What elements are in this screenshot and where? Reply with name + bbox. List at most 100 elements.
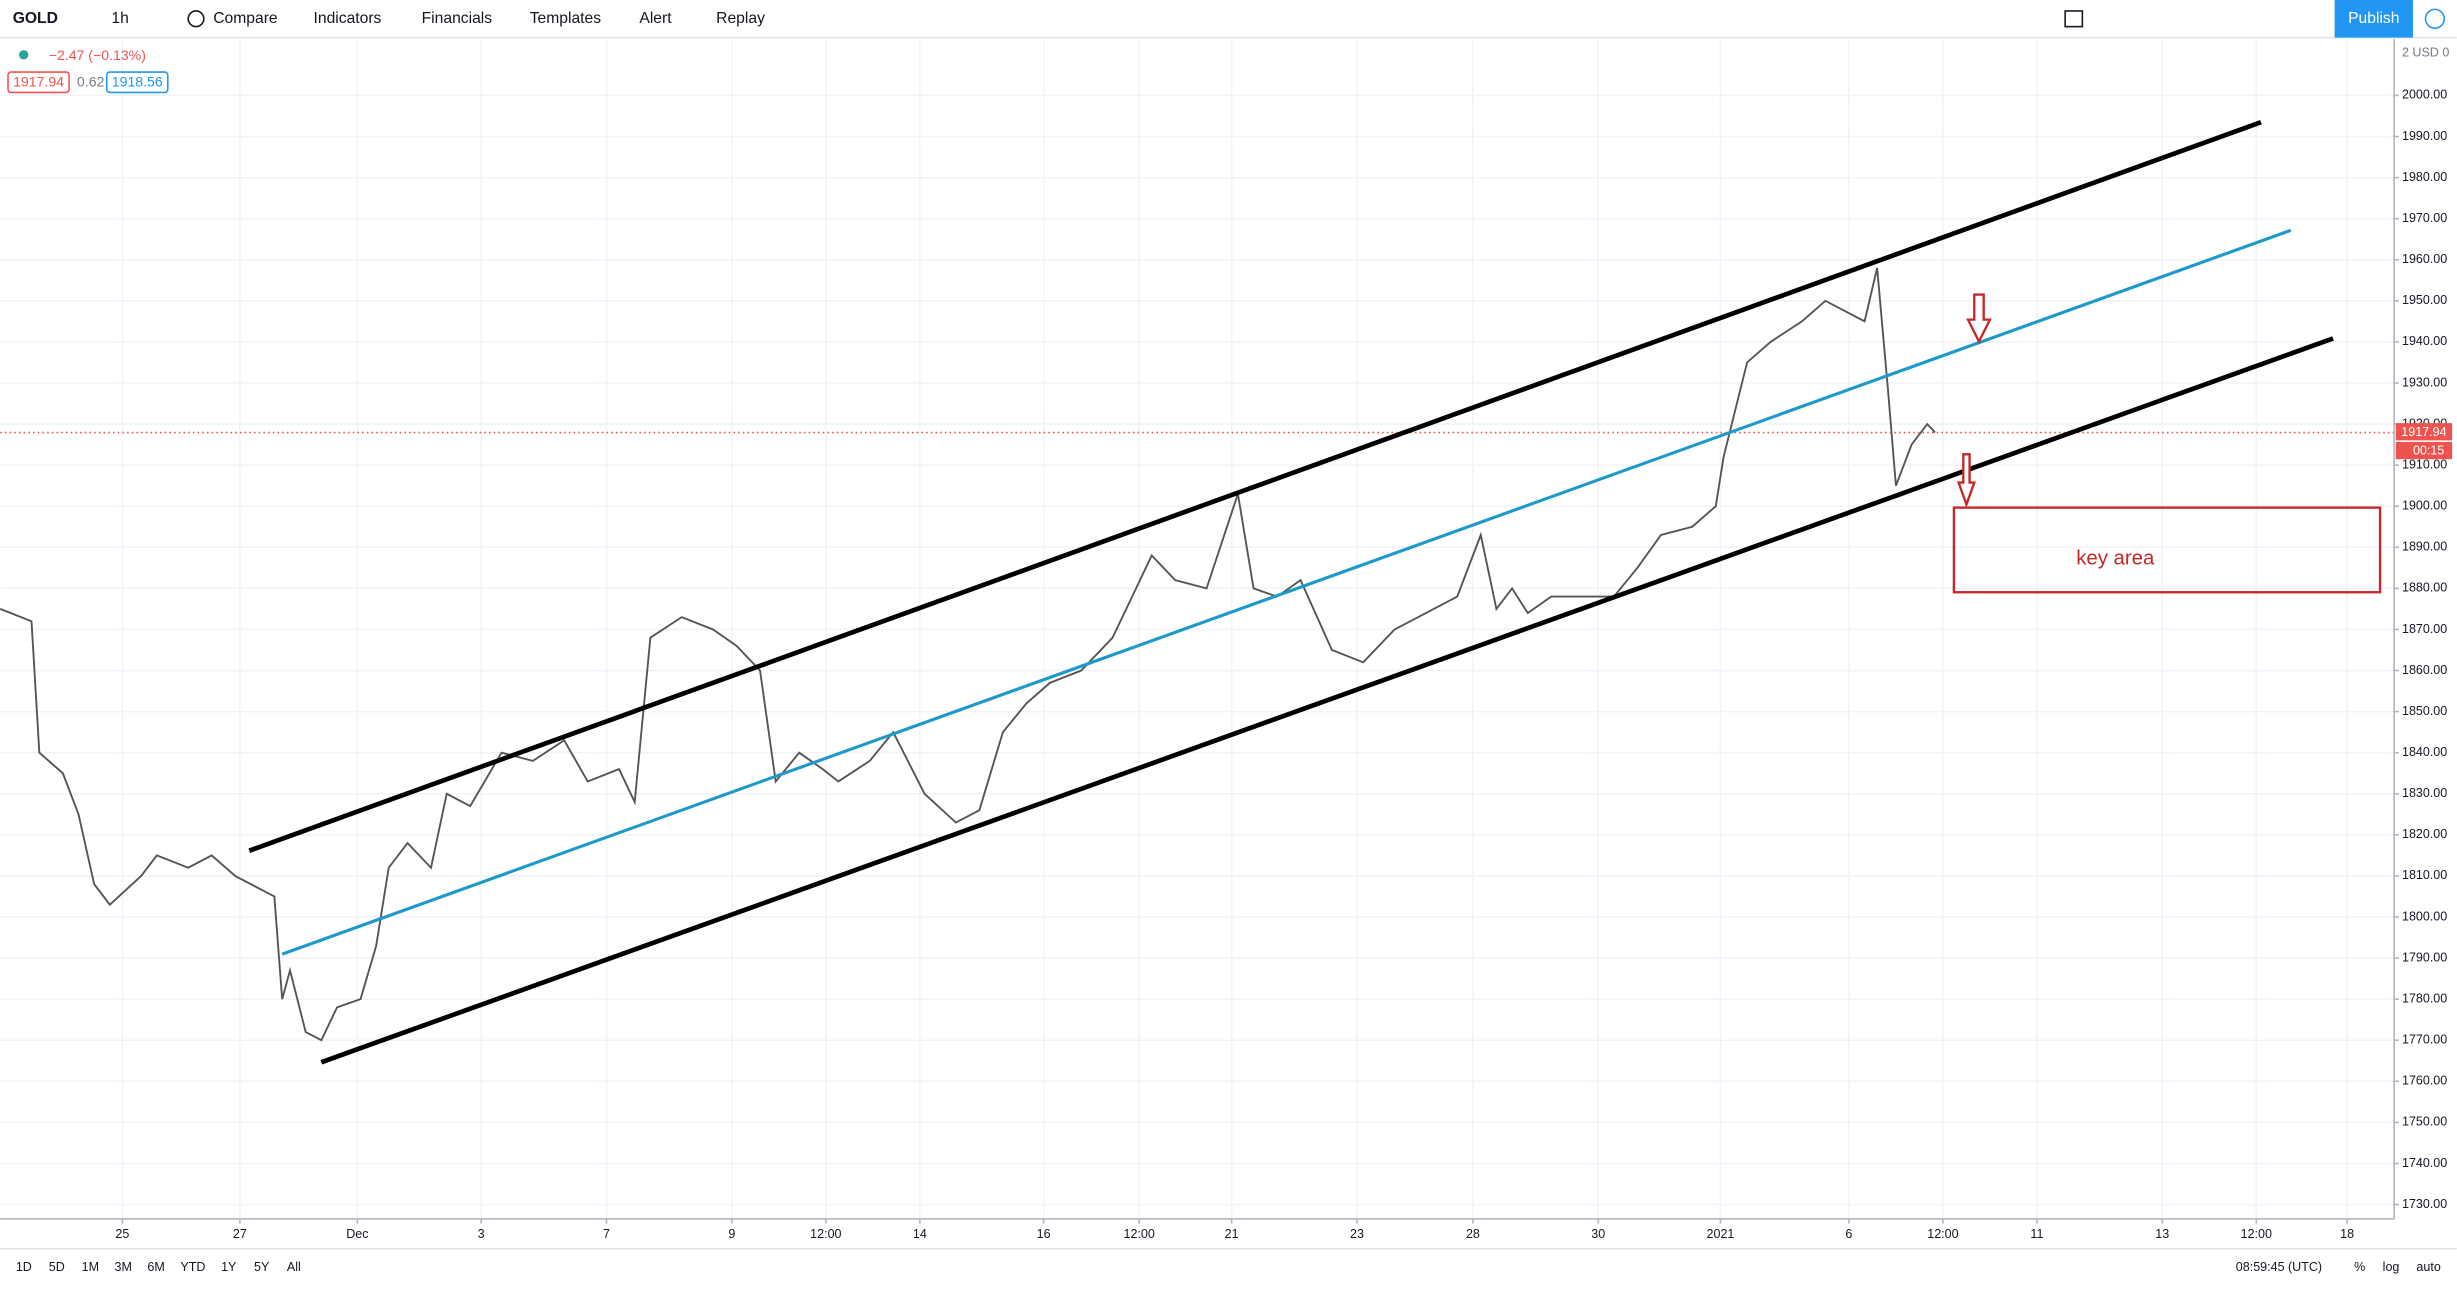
y-tick-label: 1800.00 bbox=[2402, 909, 2447, 923]
publish-label[interactable]: Publish bbox=[2348, 10, 2399, 27]
toolbar-button[interactable]: Alert bbox=[639, 10, 672, 27]
y-tick-label: 1960.00 bbox=[2402, 252, 2447, 266]
range-button[interactable]: 1D bbox=[16, 1260, 32, 1274]
x-tick-label: 30 bbox=[1591, 1227, 1605, 1241]
log-toggle[interactable]: log bbox=[2383, 1260, 2400, 1274]
y-tick-label: 1900.00 bbox=[2402, 499, 2447, 513]
y-tick-label: 1730.00 bbox=[2402, 1197, 2447, 1211]
x-tick-label: 27 bbox=[233, 1227, 247, 1241]
y-tick-label: 1930.00 bbox=[2402, 375, 2447, 389]
x-tick-label: Dec bbox=[346, 1227, 368, 1241]
y-tick-label: 1810.00 bbox=[2402, 868, 2447, 882]
x-tick-label: 12:00 bbox=[2241, 1227, 2272, 1241]
auto-toggle[interactable]: auto bbox=[2416, 1260, 2440, 1274]
arrow[interactable] bbox=[1956, 453, 1976, 508]
y-tick-label: 1870.00 bbox=[2402, 622, 2447, 636]
countdown: 00:15 bbox=[2413, 444, 2444, 458]
y-tick-label: 1990.00 bbox=[2402, 129, 2447, 143]
y-tick-label: 1780.00 bbox=[2402, 991, 2447, 1005]
x-tick-label: 9 bbox=[728, 1227, 735, 1241]
percent-toggle[interactable]: % bbox=[2354, 1260, 2365, 1274]
y-tick-label: 1860.00 bbox=[2402, 663, 2447, 677]
toolbar-button[interactable]: Replay bbox=[716, 10, 765, 27]
y-tick-label: 1790.00 bbox=[2402, 950, 2447, 964]
x-tick-label: 23 bbox=[1350, 1227, 1364, 1241]
layout-icon[interactable] bbox=[2064, 10, 2084, 28]
range-button[interactable]: 5Y bbox=[254, 1260, 270, 1274]
symbol[interactable]: GOLD bbox=[13, 10, 58, 27]
y-tick-label: 1980.00 bbox=[2402, 170, 2447, 184]
x-tick-label: 28 bbox=[1466, 1227, 1480, 1241]
key-area-box[interactable] bbox=[1952, 506, 2382, 594]
range-button[interactable]: 5D bbox=[49, 1260, 65, 1274]
compare-icon bbox=[187, 10, 205, 28]
toolbar bbox=[0, 0, 2457, 38]
range-button[interactable]: 3M bbox=[115, 1260, 132, 1274]
x-tick-label: 2021 bbox=[1707, 1227, 1735, 1241]
range-button[interactable]: 1M bbox=[82, 1260, 99, 1274]
y-tick-label: 2000.00 bbox=[2402, 88, 2447, 102]
y-tick-label: 1820.00 bbox=[2402, 827, 2447, 841]
x-tick-label: 21 bbox=[1225, 1227, 1239, 1241]
x-tick-label: 13 bbox=[2155, 1227, 2169, 1241]
range-button[interactable]: 6M bbox=[147, 1260, 164, 1274]
y-tick-label: 1940.00 bbox=[2402, 334, 2447, 348]
y-tick-label: 1910.00 bbox=[2402, 457, 2447, 471]
x-tick-label: 6 bbox=[1845, 1227, 1852, 1241]
y-tick-label: 1970.00 bbox=[2402, 211, 2447, 225]
range-button[interactable]: 1Y bbox=[221, 1260, 237, 1274]
x-tick-label: 12:00 bbox=[1927, 1227, 1958, 1241]
clock: 08:59:45 (UTC) bbox=[2236, 1260, 2322, 1274]
price-badge bbox=[2395, 423, 2453, 441]
interval[interactable]: 1h bbox=[111, 10, 128, 27]
toolbar-button[interactable]: Compare bbox=[213, 10, 278, 27]
y-tick-label: 1740.00 bbox=[2402, 1156, 2447, 1170]
x-tick-label: 14 bbox=[913, 1227, 927, 1241]
key-area-label: key area bbox=[2076, 548, 2155, 570]
plot bbox=[0, 39, 2395, 1219]
last-price: 1917.94 bbox=[2401, 425, 2446, 439]
legend-bid: 1917.94 bbox=[13, 74, 64, 90]
y-tick-label: 1750.00 bbox=[2402, 1115, 2447, 1129]
y-tick-label: 1770.00 bbox=[2402, 1033, 2447, 1047]
y-tick-label: 1840.00 bbox=[2402, 745, 2447, 759]
x-tick-label: 12:00 bbox=[810, 1227, 841, 1241]
arrow[interactable] bbox=[1966, 293, 1992, 345]
y-tick-label: 1890.00 bbox=[2402, 540, 2447, 554]
axis-header: 2 USD 0 bbox=[2402, 46, 2449, 60]
y-tick-label: 1850.00 bbox=[2402, 704, 2447, 718]
toolbar-button[interactable]: Templates bbox=[530, 10, 602, 27]
x-tick-label: 16 bbox=[1037, 1227, 1051, 1241]
x-tick-label: 7 bbox=[603, 1227, 610, 1241]
x-tick-label: 11 bbox=[2030, 1227, 2043, 1241]
axes: 1730.00 1740.00 1750.00 1760.00 1770.00 1780.… bbox=[115, 88, 2447, 1241]
x-tick-label: 25 bbox=[115, 1227, 129, 1241]
price-axis[interactable] bbox=[2394, 39, 2457, 1219]
legend-spread: 0.62 bbox=[77, 74, 105, 90]
ask-box bbox=[105, 71, 169, 94]
countdown-box bbox=[2395, 441, 2453, 460]
channel-mid[interactable] bbox=[281, 228, 2292, 956]
range-buttons: 1D 5D 1M 3M 6M YTD 1Y 5Y All bbox=[16, 1260, 301, 1274]
channel-top[interactable] bbox=[248, 119, 2262, 853]
y-tick-label: 1830.00 bbox=[2402, 786, 2447, 800]
y-tick-label: 1950.00 bbox=[2402, 293, 2447, 307]
price-line bbox=[0, 267, 1936, 1042]
range-button[interactable]: YTD bbox=[180, 1260, 205, 1274]
x-tick-label: 12:00 bbox=[1124, 1227, 1155, 1241]
x-tick-label: 3 bbox=[478, 1227, 485, 1241]
play-icon[interactable] bbox=[2424, 8, 2446, 29]
publish-button[interactable] bbox=[2334, 0, 2413, 38]
x-tick-label: 18 bbox=[2340, 1227, 2354, 1241]
range-button[interactable]: All bbox=[287, 1260, 301, 1274]
y-tick-label: 1880.00 bbox=[2402, 581, 2447, 595]
channel-bottom[interactable] bbox=[320, 336, 2334, 1065]
toolbar-button[interactable]: Indicators bbox=[314, 10, 382, 27]
legend-ask: 1918.56 bbox=[112, 74, 163, 90]
toolbar-button[interactable]: Financials bbox=[422, 10, 493, 27]
bid-box bbox=[7, 71, 70, 94]
